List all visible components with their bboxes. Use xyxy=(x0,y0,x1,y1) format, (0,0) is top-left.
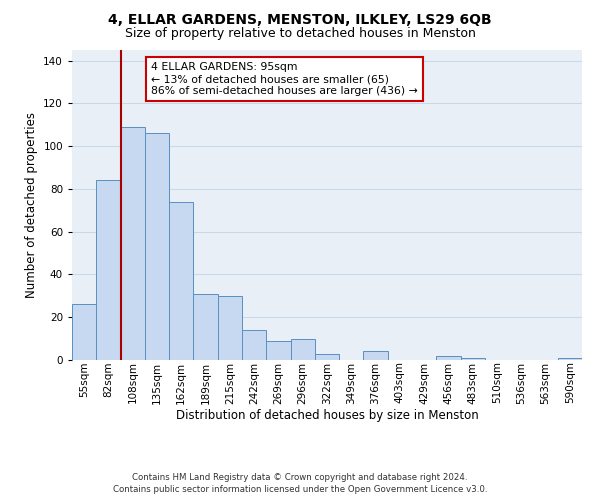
Bar xyxy=(145,134,169,360)
Text: Contains HM Land Registry data © Crown copyright and database right 2024.
Contai: Contains HM Land Registry data © Crown c… xyxy=(113,472,487,494)
Y-axis label: Number of detached properties: Number of detached properties xyxy=(25,112,38,298)
Bar xyxy=(193,294,218,360)
Bar xyxy=(558,358,582,360)
Bar xyxy=(169,202,193,360)
Bar xyxy=(461,358,485,360)
Bar xyxy=(96,180,121,360)
Bar xyxy=(218,296,242,360)
Text: 4, ELLAR GARDENS, MENSTON, ILKLEY, LS29 6QB: 4, ELLAR GARDENS, MENSTON, ILKLEY, LS29 … xyxy=(108,12,492,26)
X-axis label: Distribution of detached houses by size in Menston: Distribution of detached houses by size … xyxy=(176,409,478,422)
Bar xyxy=(121,127,145,360)
Text: Size of property relative to detached houses in Menston: Size of property relative to detached ho… xyxy=(125,28,475,40)
Bar xyxy=(72,304,96,360)
Text: 4 ELLAR GARDENS: 95sqm
← 13% of detached houses are smaller (65)
86% of semi-det: 4 ELLAR GARDENS: 95sqm ← 13% of detached… xyxy=(151,62,418,96)
Bar xyxy=(315,354,339,360)
Bar xyxy=(266,341,290,360)
Bar xyxy=(364,352,388,360)
Bar xyxy=(290,338,315,360)
Bar xyxy=(436,356,461,360)
Bar xyxy=(242,330,266,360)
